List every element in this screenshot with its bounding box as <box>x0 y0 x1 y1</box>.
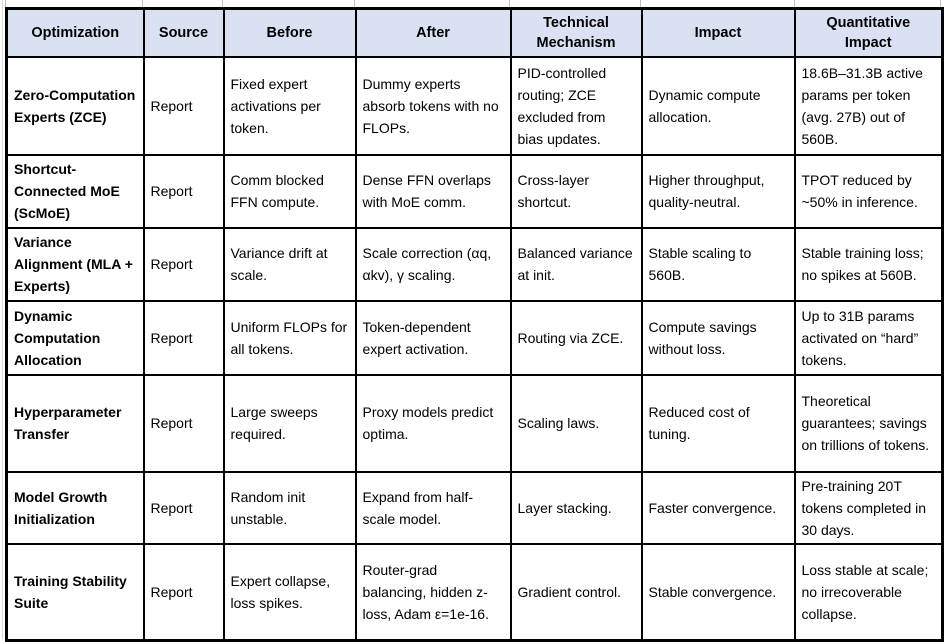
table-row: Training Stability Suite Report Expert c… <box>5 542 944 642</box>
cell-mechanism: Scaling laws. <box>509 373 643 473</box>
cell-after: Expand from half-scale model. <box>354 470 512 545</box>
gridline-tick <box>142 0 143 7</box>
cell-impact: Stable scaling to 560B. <box>640 226 796 302</box>
optimization-table: Optimization Source Before After Technic… <box>5 7 944 642</box>
column-header-after: After <box>354 7 512 58</box>
cell-optimization: Dynamic Computation Allocation <box>5 299 145 376</box>
cell-optimization: Hyperparameter Transfer <box>5 373 145 473</box>
cell-before: Large sweeps required. <box>222 373 357 473</box>
cell-impact: Faster convergence. <box>640 470 796 545</box>
header-row: Optimization Source Before After Technic… <box>5 7 944 58</box>
table-row: Variance Alignment (MLA + Experts) Repor… <box>5 226 944 302</box>
cell-quantitative: Loss stable at scale; no irrecoverable c… <box>793 542 944 642</box>
cell-before: Uniform FLOPs for all tokens. <box>222 299 357 376</box>
column-header-before: Before <box>222 7 357 58</box>
cell-quantitative: Up to 31B params activated on “hard” tok… <box>793 299 944 376</box>
cell-after: Proxy models predict optima. <box>354 373 512 473</box>
cell-impact: Dynamic compute allocation. <box>640 55 796 156</box>
gridline-tick <box>940 0 941 7</box>
cell-before: Variance drift at scale. <box>222 226 357 302</box>
cell-impact: Stable convergence. <box>640 542 796 642</box>
gridline-tick <box>640 0 641 7</box>
gridline-tick <box>5 0 6 7</box>
cell-after: Dense FFN overlaps with MoE comm. <box>354 153 512 229</box>
table-row: Dynamic Computation Allocation Report Un… <box>5 299 944 376</box>
cell-before: Expert collapse, loss spikes. <box>222 542 357 642</box>
gridline-tick <box>794 0 795 7</box>
cell-quantitative: Theoretical guarantees; savings on trill… <box>793 373 944 473</box>
table-row: Model Growth Initialization Report Rando… <box>5 470 944 545</box>
gridline-tick <box>509 0 510 7</box>
cell-mechanism: Layer stacking. <box>509 470 643 545</box>
gridline-tick <box>222 0 223 7</box>
cell-after: Router-grad balancing, hidden z-loss, Ad… <box>354 542 512 642</box>
cell-after: Token-dependent expert activation. <box>354 299 512 376</box>
page-gridline-left <box>2 0 3 639</box>
cell-quantitative: 18.6B–31.3B active params per token (avg… <box>793 55 944 156</box>
cell-mechanism: Cross-layer shortcut. <box>509 153 643 229</box>
cell-optimization: Training Stability Suite <box>5 542 145 642</box>
cell-impact: Higher throughput, quality-neutral. <box>640 153 796 229</box>
cell-before: Fixed expert activations per token. <box>222 55 357 156</box>
table-row: Shortcut-Connected MoE (ScMoE) Report Co… <box>5 153 944 229</box>
cell-after: Dummy experts absorb tokens with no FLOP… <box>354 55 512 156</box>
cell-optimization: Variance Alignment (MLA + Experts) <box>5 226 145 302</box>
cell-source: Report <box>142 226 225 302</box>
cell-before: Comm blocked FFN compute. <box>222 153 357 229</box>
column-header-impact: Impact <box>640 7 796 58</box>
cell-quantitative: Stable training loss; no spikes at 560B. <box>793 226 944 302</box>
cell-mechanism: Balanced variance at init. <box>509 226 643 302</box>
cell-quantitative: TPOT reduced by ~50% in inference. <box>793 153 944 229</box>
column-header-optimization: Optimization <box>5 7 145 58</box>
cell-impact: Compute savings without loss. <box>640 299 796 376</box>
cell-source: Report <box>142 55 225 156</box>
cell-mechanism: Gradient control. <box>509 542 643 642</box>
cell-mechanism: PID-controlled routing; ZCE excluded fro… <box>509 55 643 156</box>
cell-source: Report <box>142 153 225 229</box>
gridline-tick <box>354 0 355 7</box>
column-header-technical-mechanism: Technical Mechanism <box>509 7 643 58</box>
cell-source: Report <box>142 299 225 376</box>
cell-mechanism: Routing via ZCE. <box>509 299 643 376</box>
cell-source: Report <box>142 373 225 473</box>
cell-quantitative: Pre-training 20T tokens completed in 30 … <box>793 470 944 545</box>
cell-optimization: Shortcut-Connected MoE (ScMoE) <box>5 153 145 229</box>
cell-after: Scale correction (αq, αkv), γ scaling. <box>354 226 512 302</box>
cell-source: Report <box>142 542 225 642</box>
table-row: Zero-Computation Experts (ZCE) Report Fi… <box>5 55 944 156</box>
column-header-source: Source <box>142 7 225 58</box>
cell-impact: Reduced cost of tuning. <box>640 373 796 473</box>
table-row: Hyperparameter Transfer Report Large swe… <box>5 373 944 473</box>
cell-optimization: Zero-Computation Experts (ZCE) <box>5 55 145 156</box>
cell-before: Random init unstable. <box>222 470 357 545</box>
column-header-quantitative-impact: Quantitative Impact <box>793 7 944 58</box>
cell-optimization: Model Growth Initialization <box>5 470 145 545</box>
cell-source: Report <box>142 470 225 545</box>
